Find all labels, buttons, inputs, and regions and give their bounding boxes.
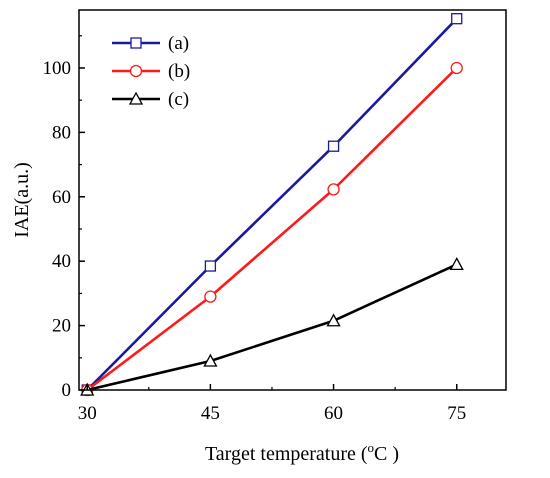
data-point <box>326 313 341 327</box>
series-2 <box>81 61 463 397</box>
data-point <box>449 257 464 271</box>
legend-label: (b) <box>168 61 190 82</box>
series-line <box>86 17 458 391</box>
series-line <box>86 67 458 392</box>
data-point <box>204 260 217 272</box>
legend-label: (c) <box>168 89 189 110</box>
legend-marker <box>130 37 142 49</box>
y-tick-label: 20 <box>52 316 71 337</box>
x-tick-label: 60 <box>324 403 343 424</box>
y-tick-label: 60 <box>52 187 71 208</box>
data-point <box>450 61 463 75</box>
legend-marker <box>128 91 144 105</box>
x-tick-label: 30 <box>78 403 97 424</box>
y-tick-label: 80 <box>52 122 71 143</box>
data-point <box>327 183 340 196</box>
legend-marker <box>129 64 143 78</box>
data-point <box>327 140 340 152</box>
ticks-layer: 30 45 60 75 0 20 40 60 80 100 <box>43 35 466 424</box>
data-point <box>451 13 463 25</box>
legend: (a) (b) (c) <box>112 33 190 110</box>
legend-item: (c) <box>112 89 189 110</box>
series-line <box>86 263 458 392</box>
x-tick-label: 75 <box>447 403 466 424</box>
y-tick-label: 0 <box>62 380 72 401</box>
plot-frame <box>78 9 507 391</box>
data-point <box>203 353 218 367</box>
y-tick-label: 100 <box>43 58 72 79</box>
y-tick-label: 40 <box>52 251 71 272</box>
x-axis-title: Target temperature (oC ) <box>205 440 399 465</box>
x-tick-label: 45 <box>201 403 220 424</box>
y-axis-title: IAE(a.u.) <box>11 162 33 238</box>
data-point <box>204 290 217 303</box>
legend-item: (b) <box>112 61 190 82</box>
legend-item: (a) <box>112 33 189 54</box>
series-3 <box>80 257 464 396</box>
legend-label: (a) <box>168 33 189 54</box>
